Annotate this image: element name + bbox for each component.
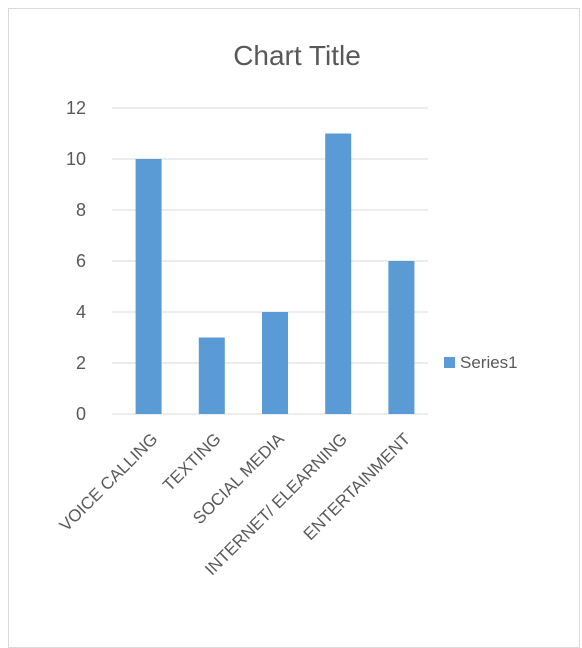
category-label: TEXTING xyxy=(159,429,225,495)
y-tick-label: 12 xyxy=(66,98,86,118)
bar xyxy=(325,133,352,414)
y-tick-label: 4 xyxy=(76,302,86,322)
y-tick-label: 2 xyxy=(76,353,86,373)
legend-swatch xyxy=(444,357,455,368)
gridlines xyxy=(112,107,428,415)
y-tick-label: 0 xyxy=(76,404,86,424)
legend: Series1 xyxy=(444,353,518,372)
legend-label-series1: Series1 xyxy=(460,353,518,372)
y-tick-label: 8 xyxy=(76,200,86,220)
bars xyxy=(135,133,415,414)
bar xyxy=(135,159,162,414)
y-tick-label: 10 xyxy=(66,149,86,169)
bar xyxy=(262,312,288,414)
chart-area xyxy=(8,8,580,648)
category-label: VOICE CALLING xyxy=(56,429,162,535)
y-tick-label: 6 xyxy=(76,251,86,271)
bar xyxy=(388,261,415,414)
y-axis-ticks: 0 2 4 6 8 10 12 xyxy=(66,98,86,424)
bar xyxy=(198,337,225,414)
category-label: ENTERTAINMENT xyxy=(300,429,415,544)
chart-title: Chart Title xyxy=(233,40,361,71)
